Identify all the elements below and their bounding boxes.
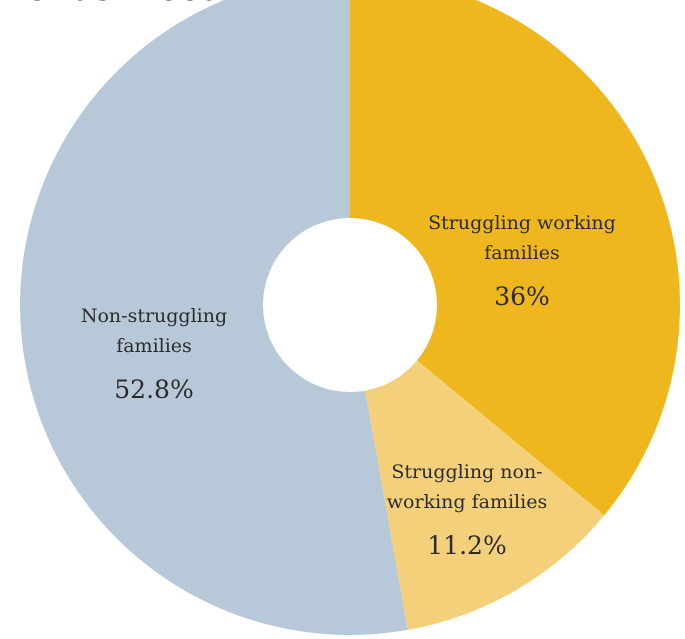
slice-value-1: 36% [494,282,550,311]
donut-labels: Struggling working families 36% Struggling … [81,212,616,560]
slice-label-1-line-2: families [484,242,560,264]
slice-label-3-line-2: families [116,335,192,357]
slice-label-3-line-1: Non-struggling [81,305,227,327]
slice-label-1-line-1: Struggling working [428,212,616,234]
slice-value-3: 52.8% [114,375,193,404]
slice-label-2-line-2: working families [387,491,547,513]
chart-title: ends meet [26,0,215,12]
donut-slice-3 [20,0,408,635]
donut-slices [20,0,680,635]
donut-slice-2 [350,305,605,630]
slice-value-2: 11.2% [427,531,506,560]
slice-label-2-line-1: Struggling non- [391,461,542,483]
donut-hole [263,218,437,392]
donut-slice-1 [350,0,680,516]
